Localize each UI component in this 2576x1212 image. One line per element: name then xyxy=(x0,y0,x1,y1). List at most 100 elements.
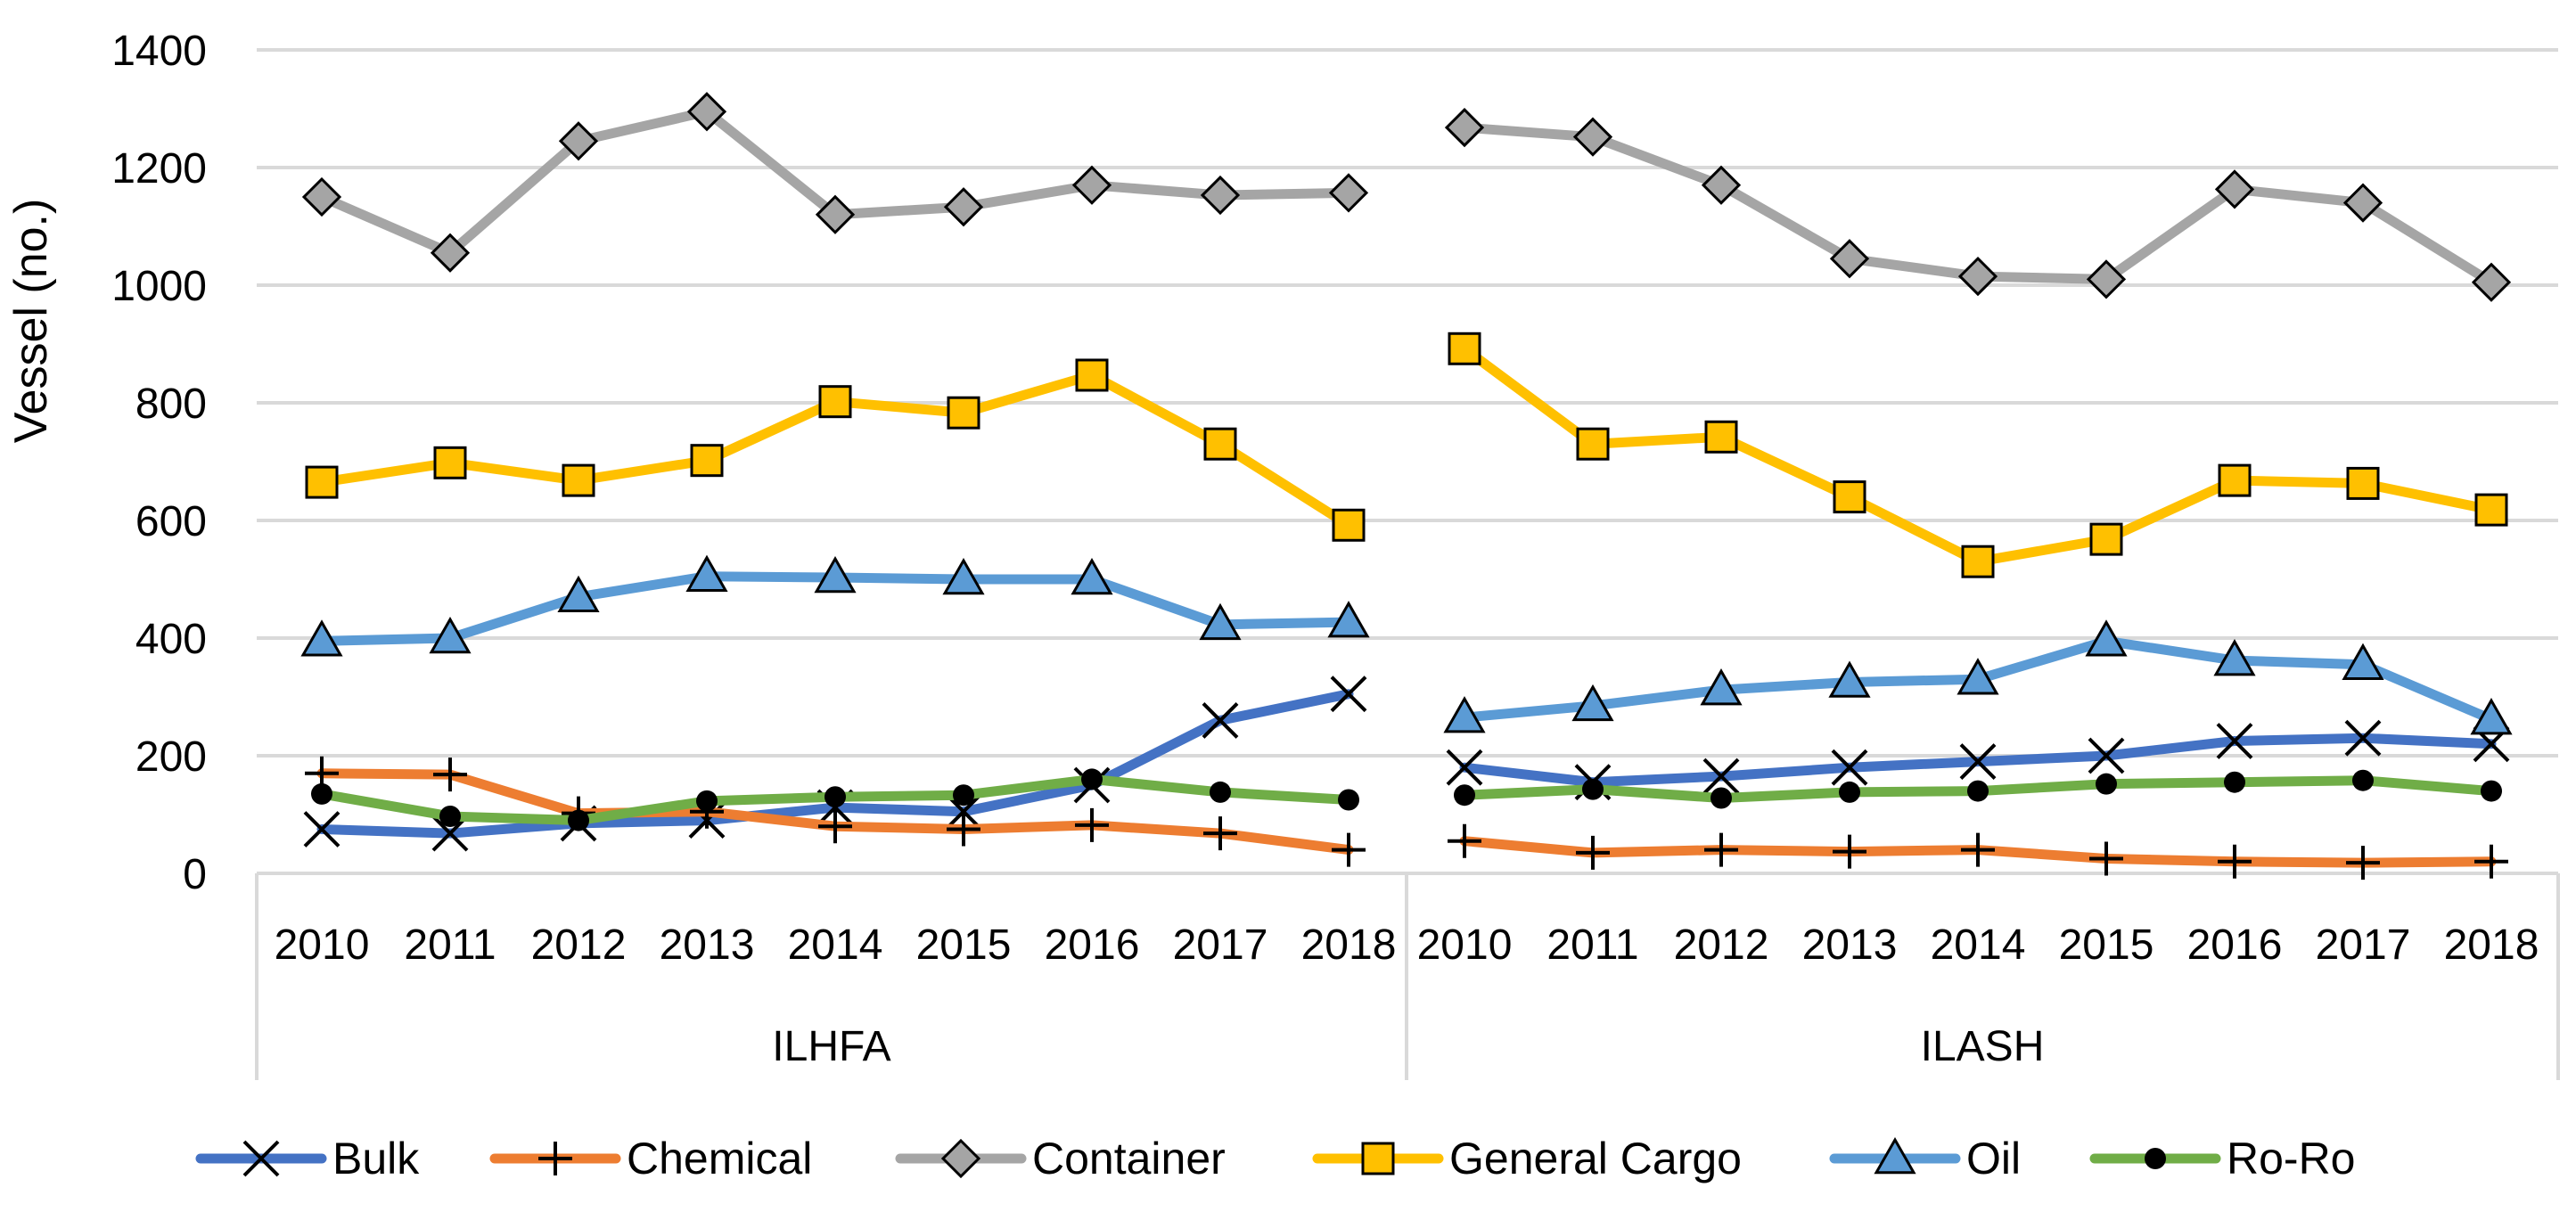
data-point-chemical xyxy=(1448,823,1481,858)
y-tick-label: 1400 xyxy=(111,28,207,75)
data-point-general-cargo xyxy=(818,385,852,419)
legend-item-oil: Oil xyxy=(1829,1134,2021,1183)
data-point-oil xyxy=(942,557,985,595)
legend-item-container: Container xyxy=(895,1134,1226,1183)
data-point-chemical xyxy=(1075,807,1109,842)
series-container xyxy=(301,92,2512,302)
legend-label-container: Container xyxy=(1032,1134,1226,1183)
data-point-oil xyxy=(429,616,472,654)
data-point-chemical xyxy=(1332,832,1366,867)
data-point-ro-ro xyxy=(696,790,718,812)
data-point-general-cargo xyxy=(1075,358,1109,392)
data-point-oil xyxy=(1071,557,1113,595)
x-tick-label: 2015 xyxy=(916,921,1012,969)
data-point-general-cargo xyxy=(2089,522,2123,556)
data-point-general-cargo xyxy=(1704,420,1738,454)
data-point-oil xyxy=(1571,684,1614,722)
x-tick-label: 2010 xyxy=(275,921,370,969)
data-point-container xyxy=(943,187,984,227)
data-point-container xyxy=(1444,107,1485,148)
data-point-ro-ro xyxy=(568,809,589,831)
data-point-container xyxy=(1328,173,1369,213)
data-point-ro-ro xyxy=(1081,768,1103,790)
series-layer xyxy=(300,92,2513,880)
data-point-bulk xyxy=(945,793,982,831)
x-tick-label: 2017 xyxy=(2316,921,2411,969)
x-tick-label: 2011 xyxy=(404,921,496,969)
data-point-chemical xyxy=(1203,816,1237,851)
gridlines xyxy=(257,48,2558,758)
data-point-container xyxy=(430,233,471,273)
series-bulk xyxy=(303,676,2510,852)
data-point-container xyxy=(686,92,727,132)
data-point-general-cargo xyxy=(562,463,595,497)
data-point-bulk xyxy=(1831,749,1868,786)
data-point-ro-ro xyxy=(2224,771,2245,793)
data-point-general-cargo xyxy=(1332,508,1366,542)
data-point-oil xyxy=(1828,660,1871,698)
data-point-oil xyxy=(1443,696,1486,733)
data-point-general-cargo xyxy=(2218,463,2252,497)
data-point-chemical xyxy=(1961,832,1995,867)
data-point-general-cargo xyxy=(1576,427,1610,461)
legend-item-chemical: Chemical xyxy=(489,1134,812,1183)
y-tick-label: 0 xyxy=(183,851,207,898)
x-tick-label: 2012 xyxy=(1674,921,1769,969)
data-point-ro-ro xyxy=(1839,781,1860,803)
data-point-chemical xyxy=(1833,834,1866,869)
x-tick-label: 2010 xyxy=(1417,921,1513,969)
data-point-bulk xyxy=(1202,701,1239,739)
legend-item-general-cargo: General Cargo xyxy=(1312,1134,1742,1183)
data-point-bulk xyxy=(2344,719,2382,757)
data-point-oil xyxy=(2342,643,2384,680)
data-point-ro-ro xyxy=(1967,780,1989,802)
y-tick-label: 200 xyxy=(135,733,207,781)
data-point-container xyxy=(558,121,599,161)
y-tick-label: 400 xyxy=(135,616,207,663)
data-point-ro-ro xyxy=(1582,778,1604,800)
x-tick-label: 2017 xyxy=(1173,921,1268,969)
data-point-general-cargo xyxy=(433,446,467,479)
data-point-general-cargo xyxy=(1448,332,1481,365)
legend-marker-oil xyxy=(1874,1136,1916,1175)
data-point-container xyxy=(815,194,856,234)
data-point-general-cargo xyxy=(2346,466,2380,500)
data-point-chemical xyxy=(2089,841,2123,876)
legend-marker-ro-ro xyxy=(2145,1148,2166,1169)
data-point-ro-ro xyxy=(1710,787,1732,809)
series-oil xyxy=(300,554,2513,735)
data-point-bulk xyxy=(1702,758,1740,795)
data-point-container xyxy=(2086,259,2127,299)
data-point-chemical xyxy=(1704,832,1738,867)
x-tick-label: 2013 xyxy=(1802,921,1898,969)
x-tick-label: 2018 xyxy=(2444,921,2539,969)
data-point-oil xyxy=(1327,601,1370,638)
data-point-container xyxy=(1701,165,1742,205)
data-point-general-cargo xyxy=(1833,480,1866,514)
y-tick-label: 800 xyxy=(135,381,207,428)
x-axis: 2010 2011 2012 2013 2014 2015 2016 2017 2018 ILHF… xyxy=(255,872,2560,1080)
x-tick-label: 2015 xyxy=(2059,921,2154,969)
data-point-ro-ro xyxy=(439,805,461,827)
data-point-bulk xyxy=(1959,743,1997,781)
legend-marker-bulk xyxy=(242,1140,280,1177)
legend-marker-general-cargo xyxy=(1361,1142,1395,1175)
y-tick-label: 1200 xyxy=(111,145,207,192)
data-point-oil xyxy=(2470,698,2513,735)
data-point-ro-ro xyxy=(2096,773,2117,795)
data-point-general-cargo xyxy=(2474,493,2508,527)
data-point-oil xyxy=(1957,658,1999,695)
data-point-bulk xyxy=(431,815,469,852)
data-point-container xyxy=(1957,256,1998,297)
data-point-chemical xyxy=(433,758,467,792)
data-point-ro-ro xyxy=(2352,769,2374,791)
x-tick-label: 2016 xyxy=(1045,921,1140,969)
legend-item-bulk: Bulk xyxy=(195,1134,420,1183)
data-point-oil xyxy=(814,555,857,594)
data-point-container xyxy=(1572,117,1613,157)
legend-label-chemical: Chemical xyxy=(627,1134,812,1183)
data-point-oil xyxy=(2085,619,2128,657)
x-tick-label: 2013 xyxy=(660,921,755,969)
data-point-bulk xyxy=(1330,676,1367,713)
data-point-oil xyxy=(1199,602,1242,641)
